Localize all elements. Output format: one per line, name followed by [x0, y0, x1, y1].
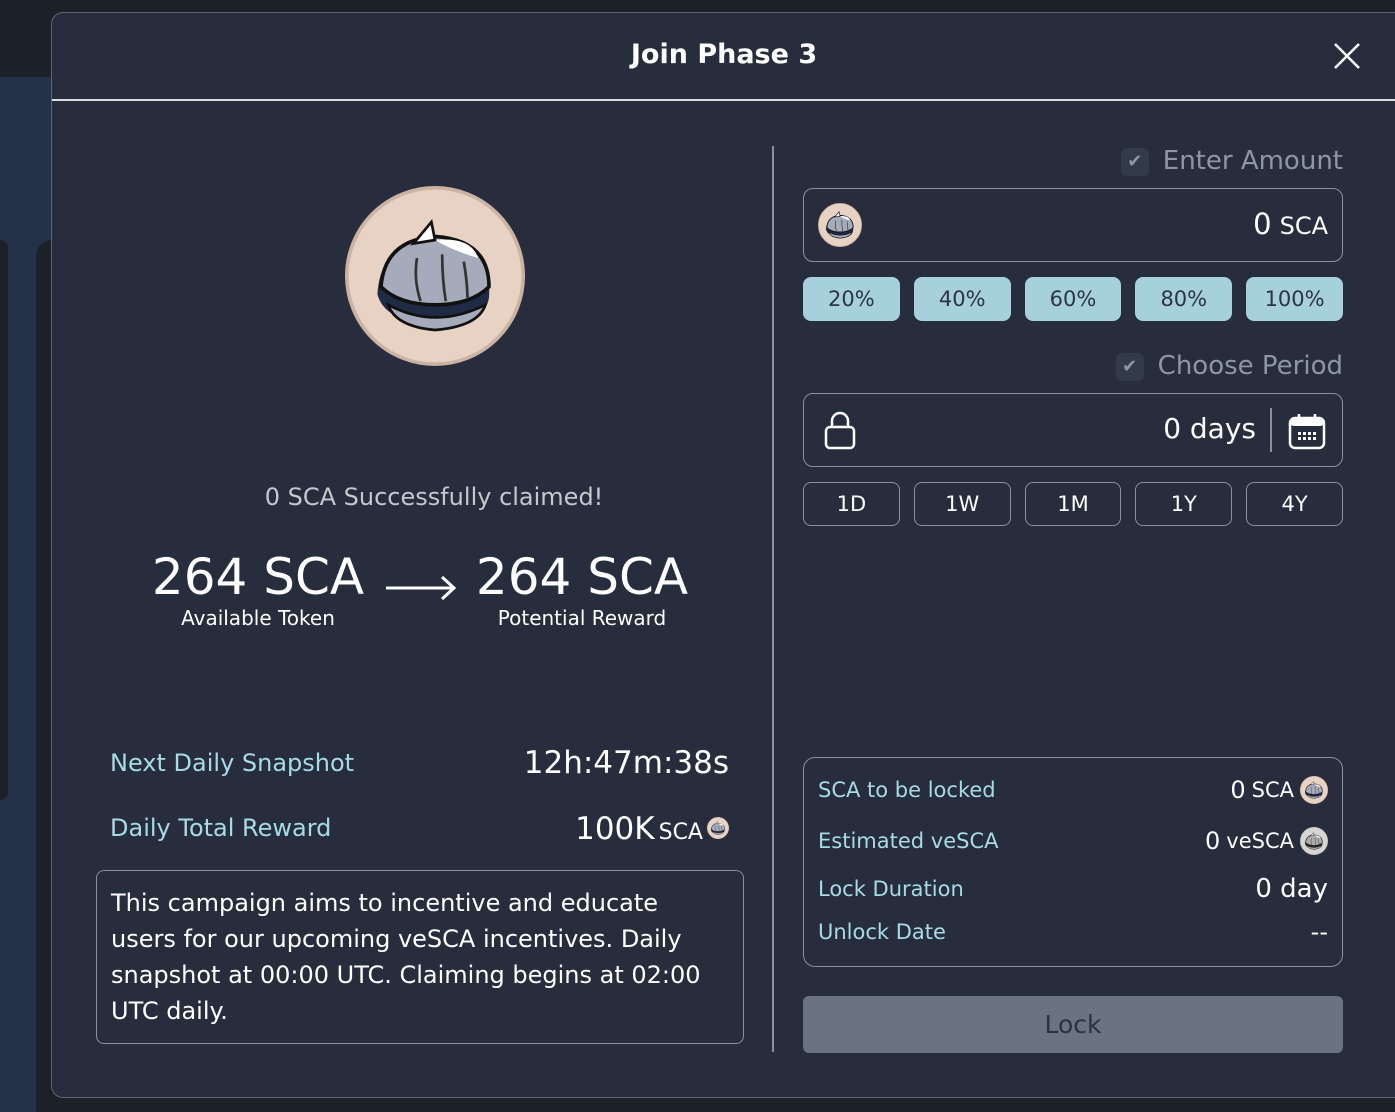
vesca-value: 0: [1205, 827, 1221, 855]
period-1w-button[interactable]: 1W: [913, 482, 1011, 526]
percent-20-button[interactable]: 20%: [803, 277, 900, 321]
period-1d-button[interactable]: 1D: [803, 482, 900, 526]
column-divider: [772, 146, 774, 1052]
unlock-value: --: [1310, 918, 1328, 946]
duration-value: 0 day: [1255, 874, 1328, 904]
sca-locked-value: 0: [1230, 776, 1246, 804]
choose-period-label: Choose Period: [1157, 351, 1343, 381]
sca-coin-icon: [345, 186, 525, 366]
daily-reward-label: Daily Total Reward: [110, 814, 332, 842]
sca-locked-unit: SCA: [1251, 778, 1294, 802]
duration-label: Lock Duration: [818, 877, 964, 901]
potential-reward: 264 SCA Potential Reward: [466, 548, 698, 630]
claimed-message: 0 SCA Successfully claimed!: [264, 483, 604, 511]
enter-amount-header: ✔ Enter Amount: [803, 146, 1343, 176]
summary-vesca: Estimated veSCA 0 veSCA: [818, 827, 1328, 855]
amount-input[interactable]: 0 SCA: [803, 188, 1343, 262]
potential-reward-label: Potential Reward: [497, 606, 667, 630]
background-panel: [0, 240, 8, 800]
modal-title: Join Phase 3: [630, 39, 818, 70]
amount-unit: SCA: [1279, 212, 1328, 240]
period-buttons: 1D 1W 1M 1Y 4Y: [803, 482, 1343, 526]
lock-icon: [824, 411, 856, 450]
campaign-description: This campaign aims to incentive and educ…: [96, 870, 744, 1044]
arrow-right-icon: [386, 575, 457, 601]
percent-buttons: 20% 40% 60% 80% 100%: [803, 277, 1343, 321]
potential-reward-value: 264 SCA: [475, 548, 689, 606]
available-token: 264 SCA Available Token: [142, 548, 374, 630]
sca-coin-icon: [1300, 776, 1328, 804]
available-token-label: Available Token: [181, 606, 335, 630]
join-phase-modal: Join Phase 3 0 SCA Successfully claimed!…: [51, 12, 1395, 1098]
snapshot-countdown: 12h:47m:38s: [523, 745, 729, 781]
period-1y-button[interactable]: 1Y: [1135, 482, 1233, 526]
period-1m-button[interactable]: 1M: [1024, 482, 1122, 526]
vesca-label: Estimated veSCA: [818, 829, 999, 853]
close-icon[interactable]: [1332, 41, 1362, 71]
choose-period-header: ✔ Choose Period: [803, 351, 1343, 381]
vesca-unit: veSCA: [1226, 829, 1294, 853]
checkmark-icon: ✔: [1120, 147, 1149, 176]
sca-coin-icon: [818, 203, 862, 247]
period-value: 0 days: [1163, 412, 1256, 445]
lock-button[interactable]: Lock: [803, 996, 1343, 1053]
percent-40-button[interactable]: 40%: [913, 277, 1011, 321]
summary-unlock: Unlock Date --: [818, 918, 1328, 946]
period-input[interactable]: 0 days: [803, 393, 1343, 467]
summary-duration: Lock Duration 0 day: [818, 874, 1328, 904]
summary-sca-locked: SCA to be locked 0 SCA: [818, 776, 1328, 804]
available-token-value: 264 SCA: [151, 548, 365, 606]
calendar-icon[interactable]: [1288, 412, 1326, 450]
percent-100-button[interactable]: 100%: [1246, 277, 1343, 321]
sca-locked-label: SCA to be locked: [818, 778, 996, 802]
period-4y-button[interactable]: 4Y: [1246, 482, 1343, 526]
enter-amount-label: Enter Amount: [1162, 146, 1343, 176]
daily-reward-amount: 100K: [575, 811, 655, 847]
sca-coin-icon: [707, 817, 729, 839]
vesca-coin-icon: [1300, 827, 1328, 855]
snapshot-label: Next Daily Snapshot: [110, 749, 355, 777]
checkmark-icon: ✔: [1115, 352, 1144, 381]
unlock-label: Unlock Date: [818, 920, 946, 944]
daily-reward-unit: SCA: [658, 820, 703, 845]
amount-value: 0: [1253, 207, 1272, 241]
daily-reward-value: 100K SCA: [452, 811, 729, 847]
percent-80-button[interactable]: 80%: [1135, 277, 1233, 321]
percent-60-button[interactable]: 60%: [1024, 277, 1122, 321]
modal-header: Join Phase 3: [52, 13, 1395, 101]
period-separator: [1270, 408, 1272, 452]
